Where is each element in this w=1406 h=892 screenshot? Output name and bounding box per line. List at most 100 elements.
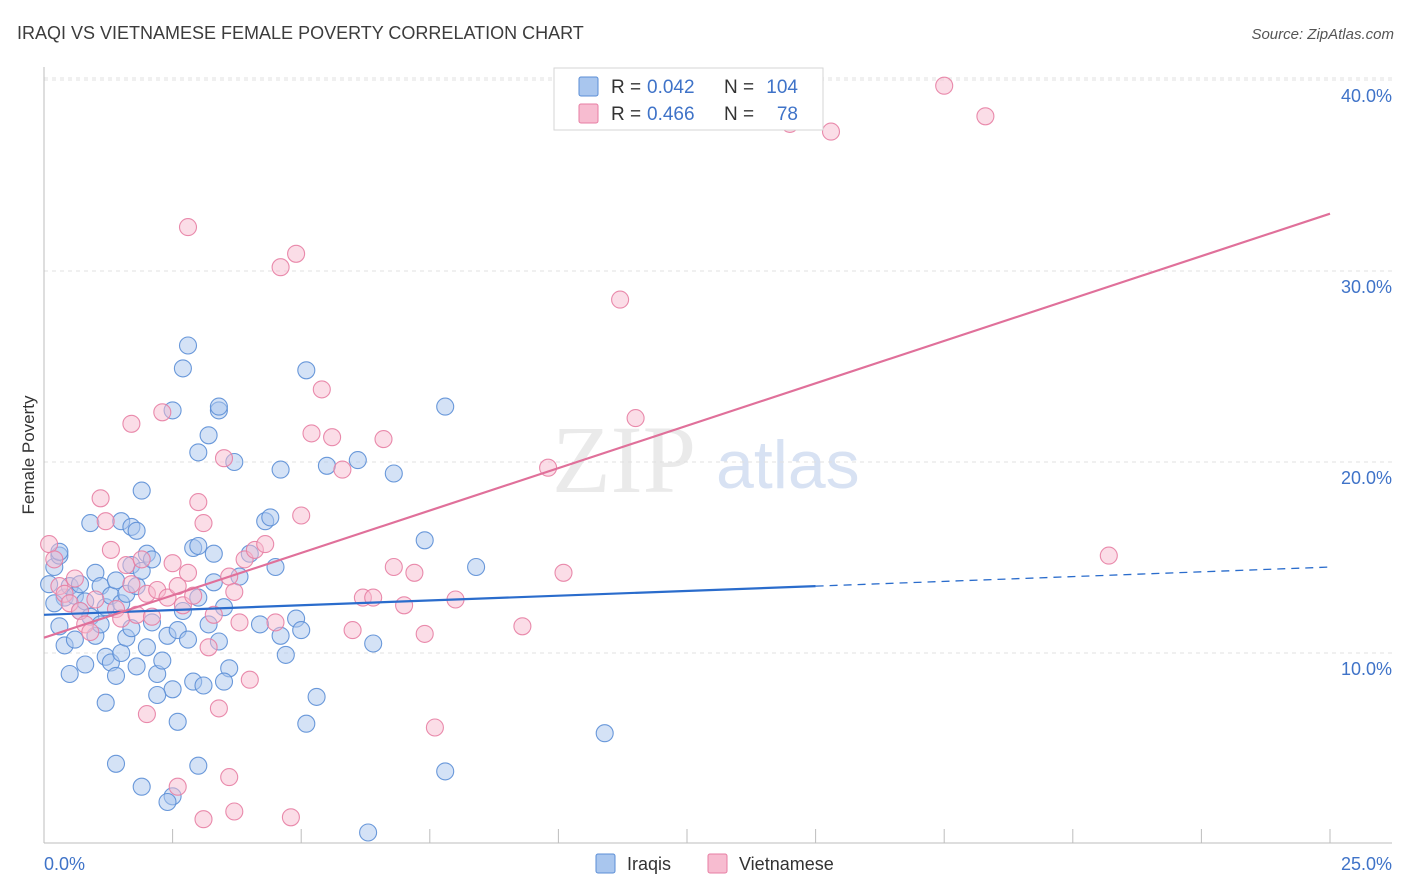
bottom-legend-label-iraqis: Iraqis xyxy=(627,854,671,874)
legend-n-value-vietnamese: 78 xyxy=(777,104,798,125)
vietnamese-point-45 xyxy=(343,621,362,640)
iraqis-point-72 xyxy=(595,724,614,743)
legend-swatch-iraqis xyxy=(578,76,599,97)
vietnamese-point-1 xyxy=(45,550,64,569)
vietnamese-point-39 xyxy=(266,613,285,632)
vietnamese-point-18 xyxy=(132,550,151,569)
vietnamese-point-16 xyxy=(122,575,141,594)
vietnamese-point-63 xyxy=(976,107,995,126)
bottom-legend-swatch-vietnamese xyxy=(707,853,728,874)
iraqis-point-84 xyxy=(261,508,280,527)
iraqis-point-58 xyxy=(189,536,208,556)
vietnamese-point-69 xyxy=(122,414,141,433)
iraqis-point-83 xyxy=(271,460,290,479)
iraqis-point-63 xyxy=(276,645,295,664)
vietnamese-point-70 xyxy=(137,705,156,724)
vietnamese-point-77 xyxy=(209,699,228,718)
vietnamese-point-11 xyxy=(96,512,115,531)
iraqis-point-67 xyxy=(297,714,316,733)
vietnamese-point-49 xyxy=(384,557,403,577)
vietnamese-point-35 xyxy=(230,613,249,632)
legend-n-label-iraqis: N = xyxy=(724,77,754,98)
iraqis-point-80 xyxy=(194,676,213,695)
watermark-zip: ZIP xyxy=(552,406,696,513)
series-iraqis-points xyxy=(40,336,614,842)
iraqis-point-76 xyxy=(106,754,126,773)
iraqis-point-52 xyxy=(81,514,100,533)
iraqis-point-32 xyxy=(178,630,198,649)
iraqis-point-75 xyxy=(132,777,151,796)
legend-n-label-vietnamese: N = xyxy=(724,104,754,125)
correlation-legend: R = 0.042 N = 104 R = 0.466 N = 78 xyxy=(553,67,824,131)
iraqis-point-29 xyxy=(163,680,182,699)
vietnamese-point-38 xyxy=(256,535,275,554)
iraqis-point-15 xyxy=(76,655,95,674)
vietnamese-point-9 xyxy=(86,590,105,609)
vietnamese-point-55 xyxy=(513,617,532,636)
vietnamese-point-29 xyxy=(194,514,213,533)
vietnamese-point-58 xyxy=(611,290,630,309)
vietnamese-point-41 xyxy=(302,424,321,443)
iraqis-point-92 xyxy=(199,426,218,445)
iraqis-point-79 xyxy=(168,712,187,731)
iraqis-point-74 xyxy=(158,792,177,812)
vietnamese-point-32 xyxy=(214,449,234,468)
vietnamese-point-64 xyxy=(1099,546,1118,565)
iraqis-point-20 xyxy=(112,643,131,663)
vietnamese-point-66 xyxy=(271,258,290,277)
vietnamese-point-40 xyxy=(292,506,311,525)
legend-r-value-vietnamese: 0.466 xyxy=(647,104,695,125)
iraqis-point-65 xyxy=(292,621,311,640)
y-axis-label: Female Poverty xyxy=(19,395,38,515)
vietnamese-point-12 xyxy=(101,540,120,559)
iraqis-point-17 xyxy=(60,664,79,684)
vietnamese-point-51 xyxy=(405,563,424,582)
vietnamese-point-10 xyxy=(91,489,110,508)
iraqis-point-81 xyxy=(214,672,234,691)
vietnamese-point-26 xyxy=(178,563,198,582)
vietnamese-point-76 xyxy=(240,670,259,689)
legend-r-label-iraqis: R = xyxy=(611,77,641,98)
iraqis-point-12 xyxy=(65,630,84,649)
legend-r-label-vietnamese: R = xyxy=(611,104,641,125)
iraqis-point-19 xyxy=(106,666,126,685)
vietnamese-point-31 xyxy=(204,605,223,624)
iraqis-point-71 xyxy=(467,557,486,577)
trend-lines xyxy=(43,212,1331,639)
series-legend: Iraqis Vietnamese xyxy=(595,853,834,874)
legend-r-value-iraqis: 0.042 xyxy=(647,77,695,98)
vietnamese-point-23 xyxy=(163,554,182,573)
vietnamese-point-20 xyxy=(142,607,162,626)
vietnamese-point-50 xyxy=(395,596,414,615)
iraqis-point-69 xyxy=(359,823,378,842)
vietnamese-point-68 xyxy=(153,403,172,422)
trend-line-iraqis-extension xyxy=(815,566,1331,587)
bottom-legend-label-vietnamese: Vietnamese xyxy=(739,854,834,874)
bottom-legend-swatch-iraqis xyxy=(595,853,616,874)
iraqis-point-59 xyxy=(204,544,223,563)
vietnamese-point-52 xyxy=(415,624,434,643)
legend-n-value-iraqis: 104 xyxy=(766,77,798,98)
vietnamese-point-27 xyxy=(184,586,203,605)
iraqis-point-93 xyxy=(189,443,208,462)
vietnamese-point-48 xyxy=(374,430,393,449)
iraqis-point-82 xyxy=(148,685,167,705)
iraqis-point-88 xyxy=(415,531,434,550)
vietnamese-point-53 xyxy=(425,718,444,737)
iraqis-point-90 xyxy=(348,451,367,470)
axes xyxy=(43,67,1392,844)
vietnamese-point-67 xyxy=(287,244,306,263)
vietnamese-point-71 xyxy=(168,777,187,796)
iraqis-point-99 xyxy=(250,615,270,634)
vietnamese-point-42 xyxy=(312,380,331,399)
iraqis-point-94 xyxy=(173,359,192,378)
vietnamese-point-8 xyxy=(81,622,100,642)
vietnamese-point-62 xyxy=(935,76,954,95)
iraqis-point-97 xyxy=(209,397,228,416)
vietnamese-point-74 xyxy=(281,808,300,827)
x-tick-label-min: 0.0% xyxy=(44,854,85,874)
trend-line-iraqis xyxy=(43,585,816,616)
vietnamese-point-28 xyxy=(189,493,208,512)
vietnamese-point-5 xyxy=(65,569,84,588)
